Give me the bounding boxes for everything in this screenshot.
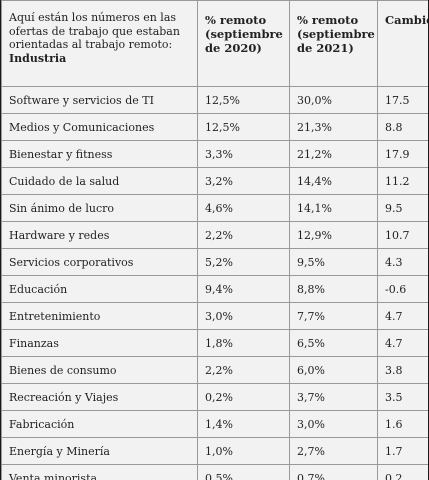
table-row: Bienes de consumo 2,2% 6,0% 3.8 (1, 356, 428, 384)
header-industry: Aquí están los números en las ofertas de… (1, 0, 198, 87)
cell-remote-2021: 0,7% (289, 464, 378, 480)
cell-remote-2020: 0,2% (197, 383, 290, 411)
table-row: Medios y Comunicaciones 12,5% 21,3% 8.8 (1, 113, 428, 141)
cell-industry: Software y servicios de TI (1, 86, 198, 114)
cell-industry: Energía y Minería (1, 437, 198, 465)
table-row: Educación 9,4% 8,8% -0.6 (1, 275, 428, 303)
cell-remote-2021: 7,7% (289, 302, 378, 330)
cell-change: 17.5 (377, 86, 428, 114)
cell-remote-2021: 9,5% (289, 248, 378, 276)
cell-remote-2021: 21,2% (289, 140, 378, 168)
cell-industry: Fabricación (1, 410, 198, 438)
cell-industry: Cuidado de la salud (1, 167, 198, 195)
cell-industry: Recreación y Viajes (1, 383, 198, 411)
cell-remote-2020: 1,0% (197, 437, 290, 465)
cell-remote-2021: 3,7% (289, 383, 378, 411)
cell-change: 0.2 (377, 464, 428, 480)
table-row: Servicios corporativos 5,2% 9,5% 4.3 (1, 248, 428, 276)
header-remote-2020: % remoto (septiembre de 2020) (197, 0, 290, 87)
cell-industry: Educación (1, 275, 198, 303)
cell-change: 3.8 (377, 356, 428, 384)
cell-remote-2021: 3,0% (289, 410, 378, 438)
cell-industry: Venta minorista (1, 464, 198, 480)
cell-remote-2020: 3,0% (197, 302, 290, 330)
cell-remote-2021: 30,0% (289, 86, 378, 114)
cell-remote-2021: 2,7% (289, 437, 378, 465)
table-row: Fabricación 1,4% 3,0% 1.6 (1, 410, 428, 438)
table-row: Venta minorista 0,5% 0,7% 0.2 (1, 464, 428, 480)
table-row: Sin ánimo de lucro 4,6% 14,1% 9.5 (1, 194, 428, 222)
table-row: Hardware y redes 2,2% 12,9% 10.7 (1, 221, 428, 249)
cell-remote-2020: 3,3% (197, 140, 290, 168)
cell-change: 17.9 (377, 140, 428, 168)
cell-remote-2021: 14,4% (289, 167, 378, 195)
cell-change: 4.7 (377, 302, 428, 330)
cell-remote-2020: 9,4% (197, 275, 290, 303)
cell-remote-2021: 8,8% (289, 275, 378, 303)
cell-industry: Servicios corporativos (1, 248, 198, 276)
cell-remote-2020: 5,2% (197, 248, 290, 276)
cell-change: 4.7 (377, 329, 428, 357)
table-row: Energía y Minería 1,0% 2,7% 1.7 (1, 437, 428, 465)
table-header: Aquí están los números en las ofertas de… (1, 0, 428, 87)
cell-change: 4.3 (377, 248, 428, 276)
cell-industry: Sin ánimo de lucro (1, 194, 198, 222)
cell-remote-2021: 6,5% (289, 329, 378, 357)
cell-change: 8.8 (377, 113, 428, 141)
header-change: Cambio (377, 0, 428, 87)
cell-remote-2020: 3,2% (197, 167, 290, 195)
cell-remote-2020: 12,5% (197, 113, 290, 141)
cell-industry: Bienestar y fitness (1, 140, 198, 168)
cell-remote-2021: 12,9% (289, 221, 378, 249)
cell-industry: Finanzas (1, 329, 198, 357)
table-row: Entretenimiento 3,0% 7,7% 4.7 (1, 302, 428, 330)
cell-remote-2020: 1,8% (197, 329, 290, 357)
cell-change: 11.2 (377, 167, 428, 195)
table-row: Finanzas 1,8% 6,5% 4.7 (1, 329, 428, 357)
cell-change: 1.7 (377, 437, 428, 465)
cell-remote-2020: 1,4% (197, 410, 290, 438)
table-row: Bienestar y fitness 3,3% 21,2% 17.9 (1, 140, 428, 168)
cell-remote-2020: 2,2% (197, 221, 290, 249)
cell-change: 10.7 (377, 221, 428, 249)
cell-remote-2021: 14,1% (289, 194, 378, 222)
cell-industry: Bienes de consumo (1, 356, 198, 384)
cell-change: -0.6 (377, 275, 428, 303)
header-remote-2021: % remoto (septiembre de 2021) (289, 0, 378, 87)
cell-change: 1.6 (377, 410, 428, 438)
cell-remote-2021: 6,0% (289, 356, 378, 384)
header-intro-text: Aquí están los números en las ofertas de… (9, 11, 180, 51)
table-row: Cuidado de la salud 3,2% 14,4% 11.2 (1, 167, 428, 195)
cell-industry: Medios y Comunicaciones (1, 113, 198, 141)
table-row: Software y servicios de TI 12,5% 30,0% 17.5 (1, 86, 428, 114)
cell-remote-2020: 2,2% (197, 356, 290, 384)
cell-industry: Hardware y redes (1, 221, 198, 249)
header-row: Aquí están los números en las ofertas de… (1, 0, 428, 87)
cell-change: 3.5 (377, 383, 428, 411)
cell-industry: Entretenimiento (1, 302, 198, 330)
header-industry-label: Industria (9, 51, 67, 65)
cell-remote-2020: 4,6% (197, 194, 290, 222)
cell-remote-2020: 0,5% (197, 464, 290, 480)
table-row: Recreación y Viajes 0,2% 3,7% 3.5 (1, 383, 428, 411)
cell-change: 9.5 (377, 194, 428, 222)
cell-remote-2020: 12,5% (197, 86, 290, 114)
table-body: Software y servicios de TI 12,5% 30,0% 17.5… (1, 86, 428, 480)
cell-remote-2021: 21,3% (289, 113, 378, 141)
